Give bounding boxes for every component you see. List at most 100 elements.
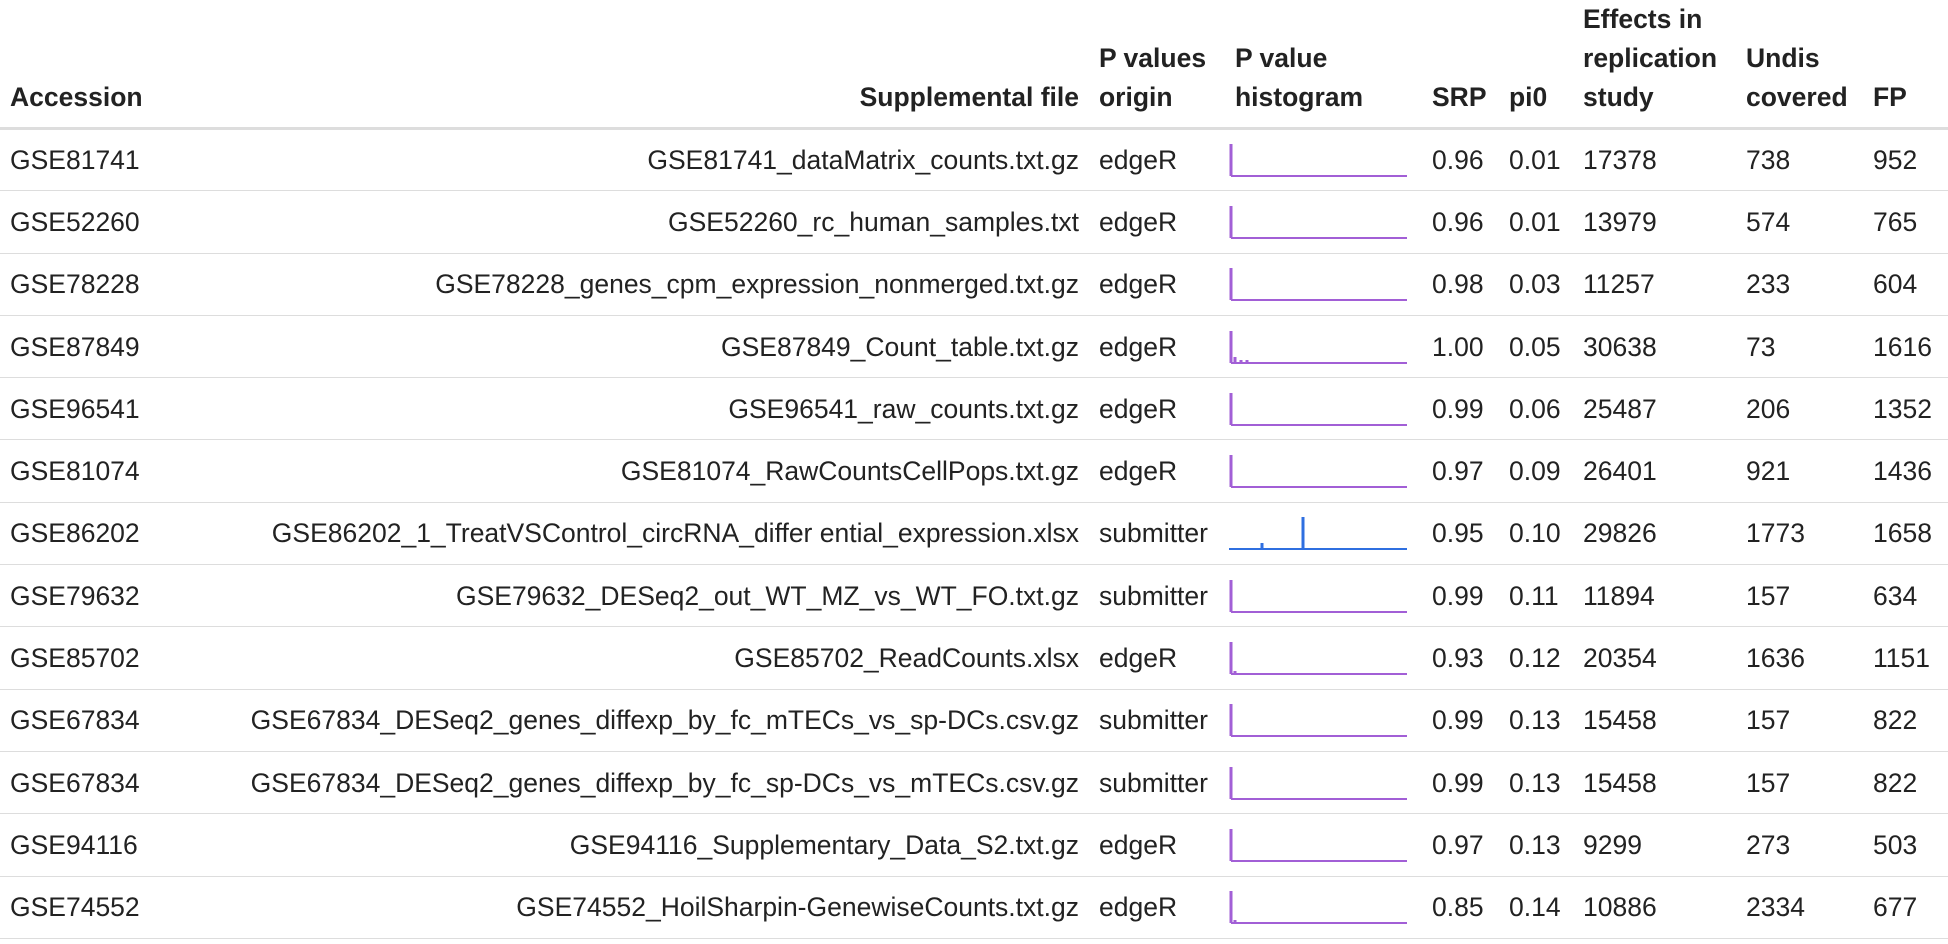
cell-p-value-histogram [1225,876,1422,939]
cell-p-values-origin: submitter [1089,689,1225,752]
cell-pi0: 0.13 [1499,751,1573,815]
cell-supplemental-file: GSE74552_HoilSharpin-GenewiseCounts.txt.… [150,876,1089,939]
cell-supplemental-file: GSE67834_DESeq2_genes_diffexp_by_fc_mTEC… [150,689,1089,752]
cell-srp: 0.97 [1422,439,1499,503]
cell-srp: 0.98 [1422,253,1499,316]
cell-fp: 1352 [1863,377,1948,441]
p-value-histogram-sparkline [1229,642,1407,676]
cell-p-values-origin: edgeR [1089,377,1225,441]
p-value-histogram-sparkline [1229,579,1407,613]
table-row: GSE86202 GSE86202_1_TreatVSControl_circRN… [0,502,1948,566]
cell-pi0: 0.13 [1499,689,1573,752]
cell-effects-in-replication-study: 13979 [1573,190,1736,254]
cell-fp: 1151 [1863,626,1948,690]
cell-supplemental-file: GSE94116_Supplementary_Data_S2.txt.gz [150,813,1089,877]
cell-supplemental-file: GSE81741_dataMatrix_counts.txt.gz [150,128,1089,192]
cell-supplemental-file: GSE81074_RawCountsCellPops.txt.gz [150,439,1089,503]
p-value-histogram-sparkline [1229,517,1407,551]
p-value-histogram-sparkline [1229,392,1407,426]
cell-effects-in-replication-study: 30638 [1573,315,1736,379]
table-row: GSE81741 GSE81741_dataMatrix_counts.txt.g… [0,128,1948,192]
cell-srp: 0.85 [1422,876,1499,939]
cell-accession: GSE81074 [0,439,150,503]
table-row: GSE79632 GSE79632_DESeq2_out_WT_MZ_vs_WT_… [0,564,1948,628]
cell-accession: GSE87849 [0,315,150,379]
cell-p-value-histogram [1225,813,1422,877]
cell-accession: GSE86202 [0,502,150,566]
table-row: GSE87849 GSE87849_Count_table.txt.gz edgeR… [0,315,1948,379]
table-row: GSE85702 GSE85702_ReadCounts.xlsx edgeR 0.9… [0,626,1948,690]
cell-srp: 0.95 [1422,502,1499,566]
cell-srp: 1.00 [1422,315,1499,379]
cell-accession: GSE94116 [0,813,150,877]
cell-fp: 677 [1863,876,1948,939]
cell-supplemental-file: GSE67834_DESeq2_genes_diffexp_by_fc_sp-D… [150,751,1089,815]
p-value-histogram-sparkline [1229,891,1407,925]
cell-effects-in-replication-study: 25487 [1573,377,1736,441]
cell-pi0: 0.09 [1499,439,1573,503]
cell-supplemental-file: GSE79632_DESeq2_out_WT_MZ_vs_WT_FO.txt.g… [150,564,1089,628]
cell-pi0: 0.10 [1499,502,1573,566]
header-srp: SRP [1422,0,1499,130]
p-value-histogram-sparkline [1229,704,1407,738]
cell-fp: 822 [1863,751,1948,815]
header-undiscovered: Undis covered [1736,0,1863,130]
cell-p-values-origin: edgeR [1089,315,1225,379]
cell-fp: 1436 [1863,439,1948,503]
cell-supplemental-file: GSE87849_Count_table.txt.gz [150,315,1089,379]
cell-undiscovered: 1636 [1736,626,1863,690]
cell-accession: GSE81741 [0,128,150,192]
cell-p-value-histogram [1225,689,1422,752]
cell-srp: 0.96 [1422,128,1499,192]
table-row: GSE67834 GSE67834_DESeq2_genes_diffexp_by… [0,751,1948,815]
cell-fp: 1616 [1863,315,1948,379]
cell-p-values-origin: submitter [1089,502,1225,566]
cell-p-value-histogram [1225,564,1422,628]
cell-p-value-histogram [1225,626,1422,690]
cell-supplemental-file: GSE78228_genes_cpm_expression_nonmerged.… [150,253,1089,316]
cell-effects-in-replication-study: 10886 [1573,876,1736,939]
cell-fp: 952 [1863,128,1948,192]
cell-undiscovered: 206 [1736,377,1863,441]
cell-pi0: 0.13 [1499,813,1573,877]
cell-effects-in-replication-study: 15458 [1573,689,1736,752]
cell-p-value-histogram [1225,128,1422,192]
cell-accession: GSE79632 [0,564,150,628]
table-row: GSE94116 GSE94116_Supplementary_Data_S2.t… [0,813,1948,877]
cell-fp: 822 [1863,689,1948,752]
cell-p-value-histogram [1225,315,1422,379]
cell-pi0: 0.01 [1499,128,1573,192]
cell-pi0: 0.01 [1499,190,1573,254]
cell-fp: 765 [1863,190,1948,254]
cell-accession: GSE74552 [0,876,150,939]
cell-p-values-origin: submitter [1089,751,1225,815]
p-value-histogram-sparkline [1229,766,1407,800]
p-value-histogram-sparkline [1229,205,1407,239]
cell-p-values-origin: edgeR [1089,626,1225,690]
header-supplemental-file: Supplemental file [150,0,1089,130]
cell-pi0: 0.06 [1499,377,1573,441]
cell-srp: 0.96 [1422,190,1499,254]
cell-fp: 1658 [1863,502,1948,566]
cell-accession: GSE96541 [0,377,150,441]
cell-effects-in-replication-study: 29826 [1573,502,1736,566]
table-body: GSE81741 GSE81741_dataMatrix_counts.txt.g… [0,128,1948,939]
cell-fp: 604 [1863,253,1948,316]
cell-p-values-origin: edgeR [1089,813,1225,877]
cell-p-value-histogram [1225,377,1422,441]
table-row: GSE67834 GSE67834_DESeq2_genes_diffexp_by… [0,689,1948,752]
cell-supplemental-file: GSE96541_raw_counts.txt.gz [150,377,1089,441]
cell-undiscovered: 921 [1736,439,1863,503]
cell-p-values-origin: edgeR [1089,876,1225,939]
cell-accession: GSE52260 [0,190,150,254]
cell-accession: GSE67834 [0,751,150,815]
cell-srp: 0.93 [1422,626,1499,690]
cell-p-values-origin: edgeR [1089,253,1225,316]
header-fp: FP [1863,0,1948,130]
cell-effects-in-replication-study: 15458 [1573,751,1736,815]
header-effects-in-replication-study: Effects in replication study [1573,0,1736,130]
cell-pi0: 0.05 [1499,315,1573,379]
cell-fp: 503 [1863,813,1948,877]
cell-accession: GSE67834 [0,689,150,752]
